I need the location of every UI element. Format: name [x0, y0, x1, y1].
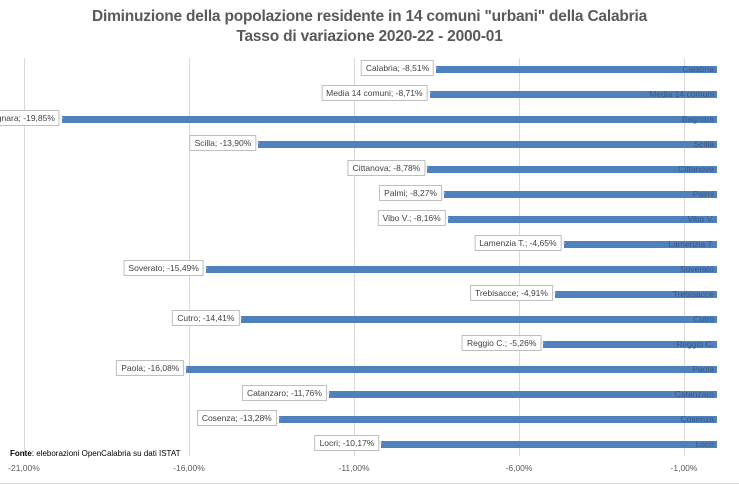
data-label: Cosenza; -13,28%: [196, 410, 277, 426]
x-tick-label: -16,00%: [173, 463, 205, 473]
x-tick-label: -21,00%: [8, 463, 40, 473]
bar-vibo-v-: [447, 216, 717, 223]
bar-cosenza: [278, 416, 717, 423]
source-text: : eleborazioni OpenCalabria su dati ISTA…: [31, 449, 181, 458]
bar-category-label: Locri: [695, 439, 714, 449]
data-label: Scilla; -13,90%: [189, 135, 257, 151]
bar-locri: [381, 441, 717, 448]
bar-bagnara: [61, 116, 717, 123]
bar-lamenzia-t-: [563, 241, 717, 248]
x-tick-label: -6,00%: [505, 463, 533, 473]
bar-cutro: [241, 316, 717, 323]
data-label: Trebisacce; -4,91%: [470, 285, 553, 301]
data-label: Vibo V.; -8,16%: [377, 210, 446, 226]
source-note: Fonte: eleborazioni OpenCalabria su dati…: [10, 449, 180, 458]
bar-category-label: Palmi: [692, 189, 714, 199]
data-label: Bagnara; -19,85%: [0, 110, 60, 126]
bar-soverato: [205, 266, 717, 273]
bar-palmi: [444, 191, 717, 198]
gridline: [354, 58, 355, 456]
data-label: Cutro; -14,41%: [172, 310, 240, 326]
bar-category-label: Paola: [692, 364, 714, 374]
bar-category-label: Soverato: [679, 264, 714, 274]
bar-catanzaro: [328, 391, 717, 398]
data-label: Cittanova; -8,78%: [347, 160, 426, 176]
bar-calabria: [436, 66, 717, 73]
data-label: Palmi; -8,27%: [379, 185, 443, 201]
data-label: Calabria; -8,51%: [360, 60, 435, 76]
gridline: [24, 58, 25, 456]
bar-category-label: Cutro: [693, 314, 714, 324]
bar-category-label: Lamenzia T.: [668, 239, 714, 249]
gridline: [519, 58, 520, 456]
data-label: Media 14 comuni; -8,71%: [321, 85, 428, 101]
bar-category-label: Cosenza: [680, 414, 714, 424]
bar-category-label: Vibo V.: [687, 214, 714, 224]
source-label: Fonte: [10, 449, 32, 458]
data-label: Locri; -10,17%: [314, 435, 380, 451]
bar-reggio-c-: [543, 341, 717, 348]
data-label: Catanzaro; -11,76%: [241, 385, 327, 401]
chart-subtitle: Tasso di variazione 2020-22 - 2000-01: [236, 28, 503, 45]
bar-category-label: Trebisacce: [672, 289, 714, 299]
data-label: Lamenzia T.; -4,65%: [474, 235, 562, 251]
gridline: [189, 58, 190, 456]
bar-media-14-comuni: [429, 91, 717, 98]
data-label: Paola; -16,08%: [116, 360, 185, 376]
bar-category-label: Scilla: [693, 139, 714, 149]
bar-cittanova: [427, 166, 717, 173]
data-label: Reggio C.; -5,26%: [461, 335, 542, 351]
bar-category-label: Bagnara: [681, 114, 714, 124]
bar-category-label: Media 14 comuni: [649, 89, 714, 99]
bar-category-label: Catanzaro: [674, 389, 714, 399]
gridline: [684, 58, 685, 456]
bar-category-label: Cittanova: [678, 164, 714, 174]
bar-category-label: Calabria: [682, 64, 714, 74]
x-tick-label: -1,00%: [670, 463, 698, 473]
chart-title: Diminuzione della popolazione residente …: [91, 8, 648, 25]
bar-scilla: [258, 141, 717, 148]
bar-category-label: Reggio C.: [676, 339, 714, 349]
bar-trebisacce: [554, 291, 717, 298]
bar-paola: [186, 366, 717, 373]
x-tick-label: -11,00%: [338, 463, 370, 473]
data-label: Soverato; -15,49%: [123, 260, 204, 276]
